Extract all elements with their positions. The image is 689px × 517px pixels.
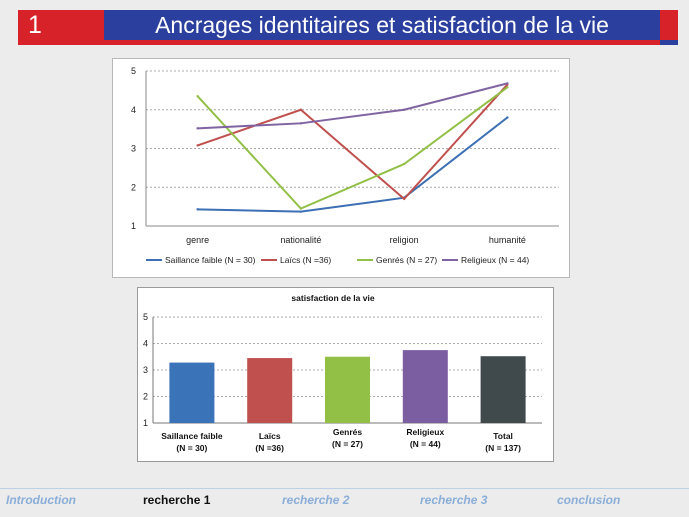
bar-chart-svg: satisfaction de la vie 1 2 3 4 5 Saillance fai… bbox=[143, 293, 542, 453]
data-point bbox=[196, 127, 199, 130]
x-tick-label: genre bbox=[186, 235, 209, 245]
data-point bbox=[196, 144, 199, 147]
data-point bbox=[196, 94, 199, 98]
data-point bbox=[506, 86, 509, 89]
y-tick-label: 5 bbox=[131, 66, 136, 76]
slide-header: 1 Ancrages identitaires et satisfaction … bbox=[18, 10, 678, 45]
header-red-block bbox=[18, 10, 104, 40]
y-tick-label: 3 bbox=[143, 365, 148, 375]
x-tick-sublabel: (N = 44) bbox=[410, 439, 441, 449]
legend-label: Genrés (N = 27) bbox=[376, 255, 437, 265]
series-line bbox=[197, 116, 508, 213]
x-tick-label: religion bbox=[390, 235, 419, 245]
slide-title: Ancrages identitaires et satisfaction de… bbox=[155, 12, 609, 38]
data-point bbox=[299, 108, 303, 111]
x-tick-label: Genrés bbox=[333, 427, 363, 437]
x-tick-label: Laïcs bbox=[259, 431, 281, 441]
slide-number: 1 bbox=[28, 11, 42, 39]
header-blue-corner bbox=[660, 40, 678, 45]
nav-introduction[interactable]: Introduction bbox=[6, 493, 76, 507]
y-tick-label: 4 bbox=[143, 339, 148, 349]
bar-chart-title: satisfaction de la vie bbox=[291, 293, 374, 303]
x-tick-sublabel: (N = 137) bbox=[485, 443, 521, 453]
legend-label: Laïcs (N =36) bbox=[280, 255, 331, 265]
bar bbox=[169, 362, 215, 423]
nav-recherche-1[interactable]: recherche 1 bbox=[143, 493, 211, 507]
header-red-corner bbox=[660, 10, 678, 40]
y-tick-label: 3 bbox=[131, 144, 136, 154]
x-tick-sublabel: (N = 27) bbox=[332, 439, 363, 449]
y-tick-label: 2 bbox=[131, 182, 136, 192]
series-line bbox=[196, 86, 508, 210]
bar bbox=[325, 356, 370, 423]
data-point bbox=[299, 210, 303, 213]
y-tick-label: 5 bbox=[143, 312, 148, 322]
nav-recherche-3[interactable]: recherche 3 bbox=[420, 493, 488, 507]
y-tick-label: 4 bbox=[131, 105, 136, 115]
nav-conclusion[interactable]: conclusion bbox=[557, 493, 621, 507]
x-tick-label: Saillance faible bbox=[161, 431, 223, 441]
x-tick-label: humanité bbox=[489, 235, 526, 245]
data-point bbox=[196, 208, 199, 211]
data-point bbox=[506, 82, 509, 85]
y-tick-label: 1 bbox=[143, 418, 148, 428]
x-tick-label: Religieux bbox=[406, 427, 444, 437]
data-point bbox=[506, 116, 509, 119]
x-tick-sublabel: (N = 30) bbox=[176, 443, 207, 453]
data-point bbox=[402, 162, 406, 166]
bar bbox=[402, 350, 448, 423]
x-tick-label: nationalité bbox=[280, 235, 321, 245]
nav-recherche-2[interactable]: recherche 2 bbox=[282, 493, 350, 507]
series-line bbox=[197, 82, 508, 130]
data-point bbox=[402, 197, 406, 201]
bar bbox=[247, 358, 293, 423]
header-blue-band bbox=[18, 10, 660, 40]
line-chart: 1 2 3 4 5 genre nationalité religion humanité Sai… bbox=[112, 58, 570, 278]
x-tick-label: Total bbox=[493, 431, 513, 441]
legend-label: Saillance faible (N = 30) bbox=[165, 255, 256, 265]
y-tick-label: 1 bbox=[131, 221, 136, 231]
bar bbox=[480, 356, 526, 423]
data-point bbox=[299, 207, 303, 210]
bar-chart: satisfaction de la vie 1 2 3 4 5 Saillance fai… bbox=[137, 287, 554, 462]
header-red-strip bbox=[18, 40, 660, 45]
y-tick-label: 2 bbox=[143, 392, 148, 402]
data-point bbox=[402, 108, 406, 111]
legend-label: Religieux (N = 44) bbox=[461, 255, 529, 265]
series-line bbox=[197, 83, 509, 201]
line-chart-svg: 1 2 3 4 5 genre nationalité religion humanité Sai… bbox=[131, 66, 559, 265]
data-point bbox=[299, 122, 303, 125]
footer-divider bbox=[0, 488, 689, 489]
x-tick-sublabel: (N =36) bbox=[255, 443, 284, 453]
